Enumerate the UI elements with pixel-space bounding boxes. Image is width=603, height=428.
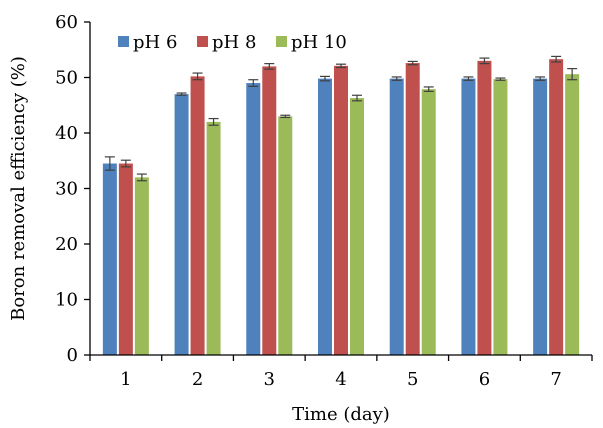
y-tick-label: 20: [55, 234, 78, 255]
bar-ph10-day-6: [493, 79, 508, 355]
y-axis-ticks: 0 10 20 30 40 50 60: [55, 12, 90, 366]
bar-ph6-day-4: [318, 78, 332, 356]
y-axis-title: Boron removal efficiency (%): [8, 56, 29, 321]
x-axis-title: Time (day): [292, 404, 390, 425]
error-bars-layer: [104, 55, 578, 182]
bar-ph8-day-7: [549, 59, 564, 356]
bar-ph6-day-3: [246, 83, 261, 356]
bar-ph10-day-1: [134, 177, 149, 355]
x-axis-ticks: 1 2 3 4 5 6 7: [89, 355, 593, 390]
x-tick-label: 4: [335, 369, 346, 390]
bar-ph10-day-4: [350, 98, 364, 355]
y-tick-label: 60: [55, 12, 78, 33]
y-tick-label: 50: [55, 68, 78, 89]
bar-ph8-day-3: [262, 66, 277, 356]
legend: pH 6 pH 8 pH 10: [118, 32, 347, 53]
legend-label: pH 8: [212, 32, 256, 53]
bar-ph6-day-1: [102, 163, 117, 355]
bar-ph6-day-2: [174, 94, 189, 356]
x-tick-label: 3: [264, 369, 275, 390]
y-tick-label: 40: [55, 123, 78, 144]
bar-ph6-day-5: [389, 78, 404, 356]
x-tick-label: 2: [192, 369, 203, 390]
bar-ph10-day-5: [421, 89, 436, 355]
y-tick-label: 30: [55, 179, 78, 200]
bar-ph6-day-6: [461, 78, 476, 356]
bar-ph10-day-7: [565, 74, 580, 356]
legend-swatch-ph6: [118, 36, 129, 47]
x-tick-label: 6: [479, 369, 490, 390]
bar-ph8-day-6: [477, 60, 492, 355]
bar-ph6-day-7: [533, 78, 548, 356]
legend-swatch-ph10: [276, 36, 287, 47]
legend-label: pH 6: [133, 32, 177, 53]
y-tick-label: 0: [67, 345, 78, 366]
x-tick-label: 7: [550, 369, 561, 390]
legend-swatch-ph8: [197, 36, 208, 47]
x-tick-label: 1: [120, 369, 131, 390]
x-tick-label: 5: [407, 369, 418, 390]
bar-ph8-day-4: [334, 65, 348, 355]
y-tick-label: 10: [55, 290, 78, 311]
bar-ph10-day-2: [206, 121, 221, 356]
bar-ph8-day-2: [190, 76, 205, 355]
legend-label: pH 10: [291, 32, 347, 53]
bars-layer: [102, 59, 580, 356]
bar-ph8-day-1: [118, 163, 133, 355]
bar-ph10-day-3: [278, 116, 293, 355]
bar-ph8-day-5: [405, 63, 420, 355]
